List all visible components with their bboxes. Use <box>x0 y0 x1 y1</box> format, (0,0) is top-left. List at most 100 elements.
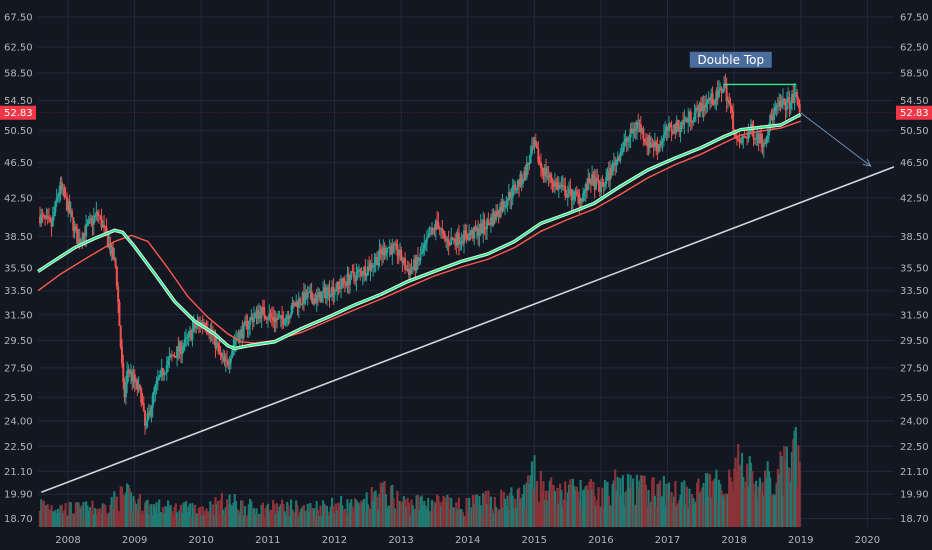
volume-bar <box>560 490 563 527</box>
candle-body <box>224 360 227 362</box>
volume-bar <box>583 489 586 527</box>
candle-body <box>483 220 486 229</box>
candle-body <box>108 244 111 248</box>
candle-body <box>126 371 129 384</box>
candle-body <box>478 232 481 237</box>
candle-body <box>532 146 535 148</box>
candle-body <box>275 318 278 320</box>
candle-body <box>655 141 658 147</box>
y-tick-label-right: 31.50 <box>900 310 929 321</box>
volume-bar <box>146 499 149 527</box>
candle-body <box>327 287 330 292</box>
candle-body <box>391 244 394 255</box>
candle-body <box>156 379 159 381</box>
volume-bar <box>533 455 536 527</box>
volume-bar <box>132 496 135 527</box>
candle-body <box>573 191 576 200</box>
volume-bar <box>338 504 341 527</box>
moving-average-slow <box>37 120 801 344</box>
volume-bar <box>329 506 332 527</box>
volume-bar <box>658 480 662 527</box>
candle-body <box>42 215 45 217</box>
candle-body <box>615 159 618 166</box>
candle-body <box>78 238 81 244</box>
volume-bar <box>188 503 191 527</box>
volume-bar <box>154 507 157 527</box>
volume-bar <box>232 502 235 527</box>
volume-bar <box>354 498 357 527</box>
x-tick-label: 2019 <box>788 535 813 546</box>
candle-body <box>541 167 544 171</box>
candle-body <box>220 353 223 357</box>
volume-bar <box>482 493 485 527</box>
candle-body <box>67 201 70 210</box>
volume-bar <box>539 470 542 527</box>
candle-body <box>97 214 100 216</box>
volume-bar <box>633 506 636 527</box>
candle-body <box>345 282 348 286</box>
volume-bar <box>612 480 616 527</box>
volume-bar <box>167 500 170 527</box>
candle-body <box>77 238 80 244</box>
support-trendline[interactable] <box>41 166 895 494</box>
volume-bar <box>653 495 657 527</box>
candle-body <box>151 394 154 408</box>
candle-body <box>54 201 57 213</box>
candle-body <box>409 268 412 276</box>
volume-bar <box>664 505 667 527</box>
volume-bar <box>714 478 717 527</box>
candle-body <box>564 186 567 197</box>
candle-body <box>766 135 769 140</box>
volume-bar <box>387 505 390 527</box>
volume-bar <box>742 477 745 527</box>
candle-body <box>550 174 553 182</box>
price-candles <box>38 74 801 435</box>
candle-body <box>459 241 462 245</box>
y-tick-label-right: 62.50 <box>900 43 929 54</box>
candle-body <box>131 371 134 382</box>
volume-bar <box>603 479 607 527</box>
volume-bar <box>143 502 147 527</box>
volume-bar <box>156 513 159 527</box>
volume-bar <box>234 500 238 527</box>
candle-body <box>788 97 791 109</box>
candle-body <box>245 321 248 323</box>
candle-body <box>398 249 401 256</box>
volume-bar <box>769 477 772 527</box>
candle-body <box>674 124 677 133</box>
volume-bar <box>83 517 86 527</box>
candle-body <box>267 318 270 320</box>
candle-body <box>456 232 459 246</box>
volume-bar <box>250 501 253 527</box>
candle-body <box>717 89 720 98</box>
candle-body <box>346 273 349 286</box>
candle-body <box>295 301 298 307</box>
volume-bar <box>261 502 265 527</box>
volume-bar <box>263 517 266 527</box>
candle-body <box>471 230 474 239</box>
volume-bar <box>319 505 322 527</box>
x-tick-label: 2017 <box>655 535 680 546</box>
volume-bar <box>388 505 391 527</box>
candle-body <box>635 122 638 129</box>
candle-body <box>491 217 494 225</box>
volume-bar <box>281 499 284 527</box>
volume-bar <box>607 496 610 527</box>
candle-body <box>559 184 562 188</box>
candle-body <box>682 121 685 125</box>
chart-annotations: Double Top <box>689 51 797 86</box>
volume-bar <box>479 505 482 527</box>
volume-bar <box>751 471 754 527</box>
volume-bar <box>569 479 572 527</box>
candle-body <box>397 255 400 257</box>
volume-bar <box>389 486 393 527</box>
volume-bar <box>437 495 440 527</box>
candle-body <box>466 237 469 241</box>
volume-bar <box>119 486 122 527</box>
volume-bar <box>694 501 697 527</box>
volume-bar <box>758 477 762 527</box>
volume-bar <box>407 502 411 527</box>
candle-body <box>322 291 325 294</box>
projection-arrow[interactable] <box>800 112 872 167</box>
